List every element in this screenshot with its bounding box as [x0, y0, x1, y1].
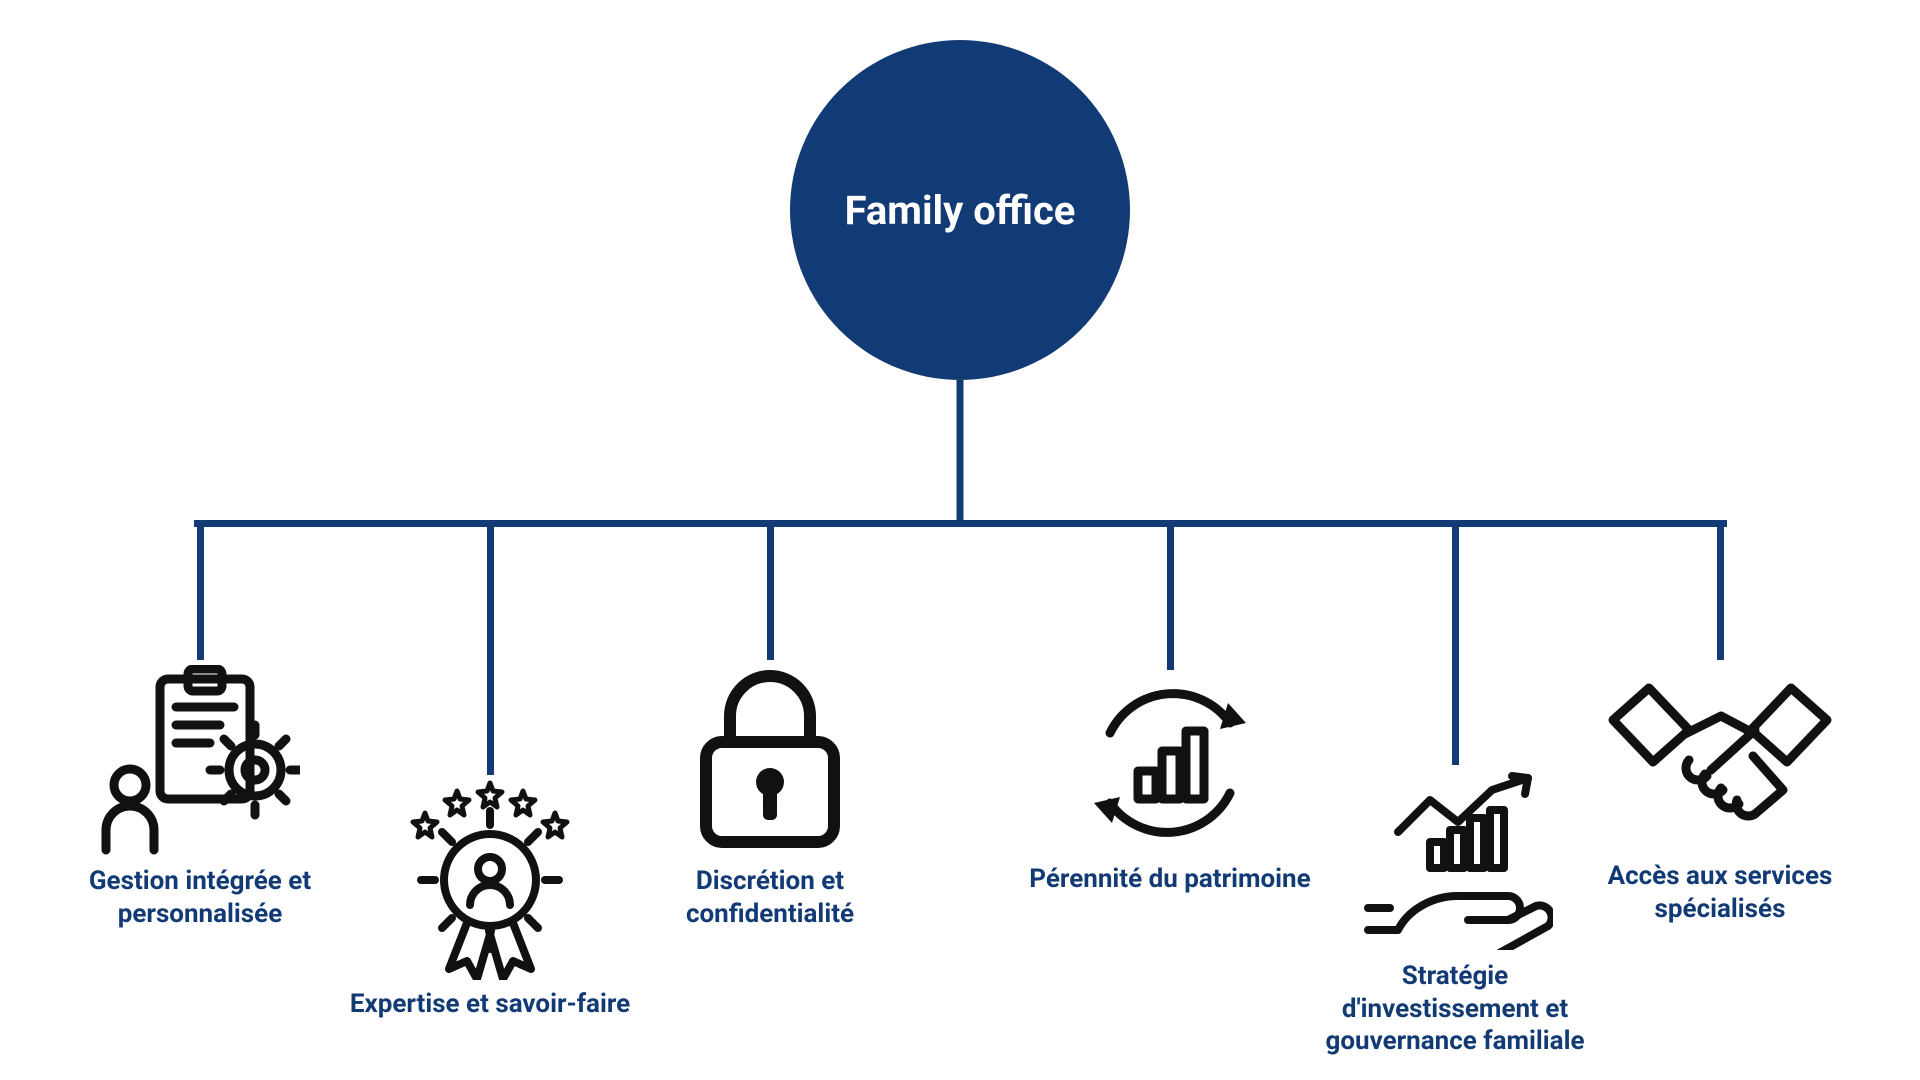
connector-child-2 [767, 520, 774, 660]
root-node-label: Family office [845, 187, 1076, 234]
connector-child-5 [1717, 520, 1724, 660]
connector-child-0 [197, 520, 204, 660]
leaf-label-1: Expertise et savoir-faire [340, 988, 640, 1021]
hand-chart-icon [1358, 770, 1553, 950]
lock-icon [690, 660, 850, 855]
connector-child-3 [1167, 520, 1174, 670]
connector-horizontal [194, 520, 1727, 527]
clipboard-gear-person-icon [100, 665, 300, 855]
connector-child-4 [1452, 520, 1459, 765]
handshake-icon [1605, 670, 1835, 840]
leaf-label-0: Gestion intégrée et personnalisée [50, 865, 350, 930]
leaf-node-0: Gestion intégrée et personnalisée [50, 665, 350, 930]
diagram-canvas: Family office [0, 0, 1920, 1080]
award-stars-icon [385, 775, 595, 980]
leaf-label-2: Discrétion et confidentialité [620, 865, 920, 930]
leaf-node-1: Expertise et savoir-faire [340, 775, 640, 1021]
leaf-label-4: Stratégie d'investissement et gouvernanc… [1305, 960, 1605, 1058]
connector-child-1 [487, 520, 494, 775]
connector-main-vertical [957, 380, 964, 520]
cycle-bars-icon [1080, 673, 1260, 853]
leaf-node-4: Stratégie d'investissement et gouvernanc… [1305, 770, 1605, 1058]
leaf-label-5: Accès aux services spécialisés [1570, 860, 1870, 925]
leaf-label-3: Pérennité du patrimoine [1020, 863, 1320, 896]
leaf-node-5: Accès aux services spécialisés [1570, 670, 1870, 925]
leaf-node-3: Pérennité du patrimoine [1020, 673, 1320, 896]
leaf-node-2: Discrétion et confidentialité [620, 660, 920, 930]
root-node-circle: Family office [790, 40, 1130, 380]
